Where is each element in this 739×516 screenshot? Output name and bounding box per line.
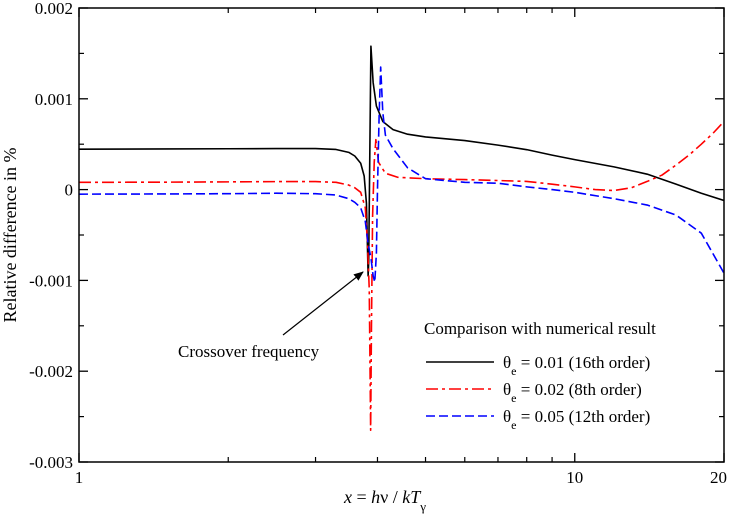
annotation-label: Crossover frequency bbox=[178, 342, 320, 361]
series-layer bbox=[79, 45, 724, 432]
annotation-arrow bbox=[282, 271, 364, 336]
series-line-1 bbox=[79, 45, 724, 277]
ticks-layer: -0.003 -0.002 -0.001 0 0.001 0.002 1 10 20 bbox=[29, 0, 727, 487]
y-tick-label: -0.002 bbox=[29, 362, 73, 381]
legend-title: Comparison with numerical result bbox=[424, 319, 656, 338]
legend: Comparison with numerical result θe = 0.… bbox=[424, 319, 656, 432]
series-line-3 bbox=[79, 66, 724, 284]
x-tick-label: 1 bbox=[75, 468, 84, 487]
y-tick-label: 0.001 bbox=[35, 90, 73, 109]
y-axis-label: Relative difference in % bbox=[0, 147, 20, 322]
x-axis-label: x = hν / kTγ bbox=[343, 487, 426, 514]
legend-label-2: θe = 0.02 (8th order) bbox=[503, 380, 642, 405]
x-tick-label: 10 bbox=[566, 468, 583, 487]
legend-label-3: θe = 0.05 (12th order) bbox=[503, 407, 650, 432]
legend-label-1: θe = 0.01 (16th order) bbox=[503, 353, 650, 378]
y-tick-label: 0 bbox=[65, 181, 74, 200]
y-tick-label: -0.001 bbox=[29, 271, 73, 290]
legend-entries: θe = 0.01 (16th order)θe = 0.02 (8th ord… bbox=[426, 353, 650, 432]
crossover-annotation: Crossover frequency bbox=[178, 271, 364, 361]
y-tick-label: -0.003 bbox=[29, 453, 73, 472]
y-tick-label: 0.002 bbox=[35, 0, 73, 18]
x-tick-label: 20 bbox=[710, 468, 727, 487]
